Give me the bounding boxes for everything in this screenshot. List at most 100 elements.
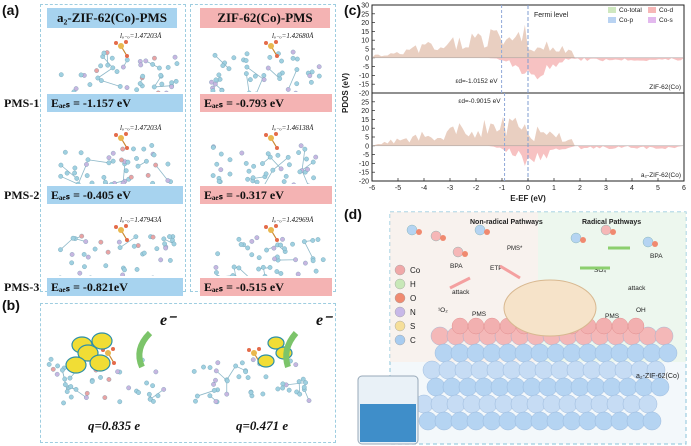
x-tick-label: 0 <box>526 185 530 192</box>
x-tick-label: 3 <box>604 185 608 192</box>
legend-swatch <box>648 17 656 23</box>
y-tick-label: 0 <box>365 55 369 62</box>
y-tick-label: 15 <box>361 117 369 124</box>
x-tick-label: 1 <box>552 185 556 192</box>
subplot-name: ZIF-62(Co) <box>649 84 681 91</box>
element-legend-dot <box>394 334 406 346</box>
row-label: PMS-2 <box>4 188 40 202</box>
y-tick-label: 5 <box>365 135 369 142</box>
legend-entry: Co-s <box>659 17 673 24</box>
element-legend-label: Co <box>410 266 421 275</box>
x-tick-label: -2 <box>473 185 479 192</box>
x-tick-label: 5 <box>656 185 660 192</box>
y-tick-label: 20 <box>361 20 369 27</box>
fermi-level-label: Fermi level <box>534 12 569 19</box>
pathway-arrow <box>499 264 521 280</box>
co-d-pdos-up <box>372 116 684 146</box>
nonradical-title: Non-radical Pathways <box>470 219 543 226</box>
right-adsorption-energy: Eₐₑₛ = -0.317 eV <box>200 186 332 204</box>
panel-b-label: (b) <box>2 297 20 313</box>
left-charge: q=0.835 e <box>88 418 141 433</box>
left-adsorption-energy: Eₐₑₛ = -0.405 eV <box>47 186 183 204</box>
right-bond-length: lₒ₋ₒ=1.46138Å <box>272 124 314 132</box>
element-legend-label: C <box>410 336 416 345</box>
adsorption-structures <box>58 40 322 92</box>
left-electron: e⁻ <box>160 312 176 329</box>
element-legend-label: S <box>410 322 415 331</box>
element-legend-label: N <box>410 308 416 317</box>
y-tick-label: 15 <box>361 29 369 36</box>
left-bond-length: lₒ₋ₒ=1.47203Å <box>120 124 162 132</box>
co-d-pdos-up <box>372 24 684 58</box>
beaker-liquid <box>360 404 416 442</box>
y-tick-label: 5 <box>365 47 369 54</box>
x-tick-label: -5 <box>395 185 401 192</box>
left-adsorption-energy: Eₐₑₛ = -0.821eV <box>47 278 183 296</box>
right-electron: e⁻ <box>316 312 332 329</box>
adsorption-structures <box>58 132 319 184</box>
left-bond-length: lₒ₋ₒ=1.47943Å <box>120 216 162 224</box>
right-header: ZIF-62(Co)-PMS <box>200 8 330 28</box>
co-total-pdos <box>372 116 684 146</box>
mechanism-label: ¹O₂ <box>438 307 448 314</box>
x-tick-label: 2 <box>578 185 582 192</box>
adsorption-structures <box>58 224 326 276</box>
mechanism-label: attack <box>452 289 470 296</box>
right-charge: q=0.471 e <box>236 418 289 433</box>
x-tick-label: 4 <box>630 185 634 192</box>
subplot-name: a₂-ZIF-62(Co) <box>641 172 681 179</box>
mechanism-label: a₂-ZIF-62(Co) <box>636 373 679 380</box>
y-tick-label: 0 <box>365 143 369 150</box>
mechanism-label: attack <box>628 285 646 292</box>
pathway-arrow <box>449 276 471 290</box>
legend-swatch <box>608 7 616 13</box>
y-tick-label: 30 <box>361 3 369 10</box>
y-tick-label: 10 <box>361 126 369 133</box>
row-label: PMS-1 <box>4 96 40 110</box>
x-tick-label: -4 <box>421 185 427 192</box>
left-adsorption-energy: Eₐₑₛ = -1.157 eV <box>47 94 183 112</box>
legend-entry: Co-d <box>659 7 673 14</box>
co-total-pdos <box>372 24 684 58</box>
element-legend-label: H <box>410 280 416 289</box>
mechanism-label: PMS <box>472 311 487 318</box>
right-bond-length: lₒ₋ₒ=1.42969Å <box>272 216 314 224</box>
y-axis-label: PDOS (eV) <box>341 73 350 113</box>
d-band-center-label: εd=-1.0152 eV <box>455 78 498 85</box>
panel-c-label: (c) <box>344 2 362 18</box>
row-label: PMS-3 <box>4 280 40 294</box>
mechanism-label: PMS* <box>507 246 523 252</box>
y-tick-label: -5 <box>363 152 369 159</box>
y-tick-label: -10 <box>359 161 369 168</box>
element-legend-dot <box>394 264 406 276</box>
left-bond-length: lₒ₋ₒ=1.47203Å <box>120 32 162 40</box>
mechanism-label: OH <box>636 307 646 314</box>
y-tick-label: -20 <box>359 179 369 186</box>
catalyst-dome <box>503 279 597 337</box>
panel-d-label: (d) <box>344 206 362 222</box>
mechanism-label: BPA <box>450 263 463 270</box>
element-legend-dot <box>394 320 406 332</box>
y-tick-label: -15 <box>359 82 369 89</box>
radical-title: Radical Pathways <box>582 219 641 226</box>
y-tick-label: -5 <box>363 64 369 71</box>
y-tick-label: 20 <box>361 108 369 115</box>
left-header: a₂-ZIF-62(Co)-PMS <box>47 8 177 28</box>
x-tick-label: -1 <box>499 185 505 192</box>
element-legend-dot <box>394 306 406 318</box>
x-tick-label: 6 <box>682 185 686 192</box>
y-tick-label: -15 <box>359 170 369 177</box>
panel-b-structures <box>46 330 312 406</box>
panel-a-label: (a) <box>2 2 20 18</box>
x-tick-label: -3 <box>447 185 453 192</box>
panel-b-frame <box>40 303 336 443</box>
legend-swatch <box>608 17 616 23</box>
y-tick-label: -10 <box>359 73 369 80</box>
mechanism-label: ETP <box>490 265 503 272</box>
y-tick-label: 25 <box>361 99 369 106</box>
right-adsorption-energy: Eₐₑₛ = -0.793 eV <box>200 94 332 112</box>
d-band-center-label: εd=-0.9015 eV <box>458 98 501 105</box>
y-tick-label: 10 <box>361 38 369 45</box>
